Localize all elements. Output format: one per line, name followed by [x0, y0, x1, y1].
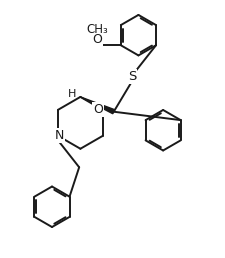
Text: H: H	[68, 89, 76, 99]
Text: S: S	[128, 70, 136, 83]
Polygon shape	[80, 97, 115, 114]
Text: CH₃: CH₃	[87, 23, 108, 36]
Text: O: O	[92, 33, 102, 46]
Text: O: O	[93, 103, 103, 116]
Text: N: N	[54, 129, 64, 142]
